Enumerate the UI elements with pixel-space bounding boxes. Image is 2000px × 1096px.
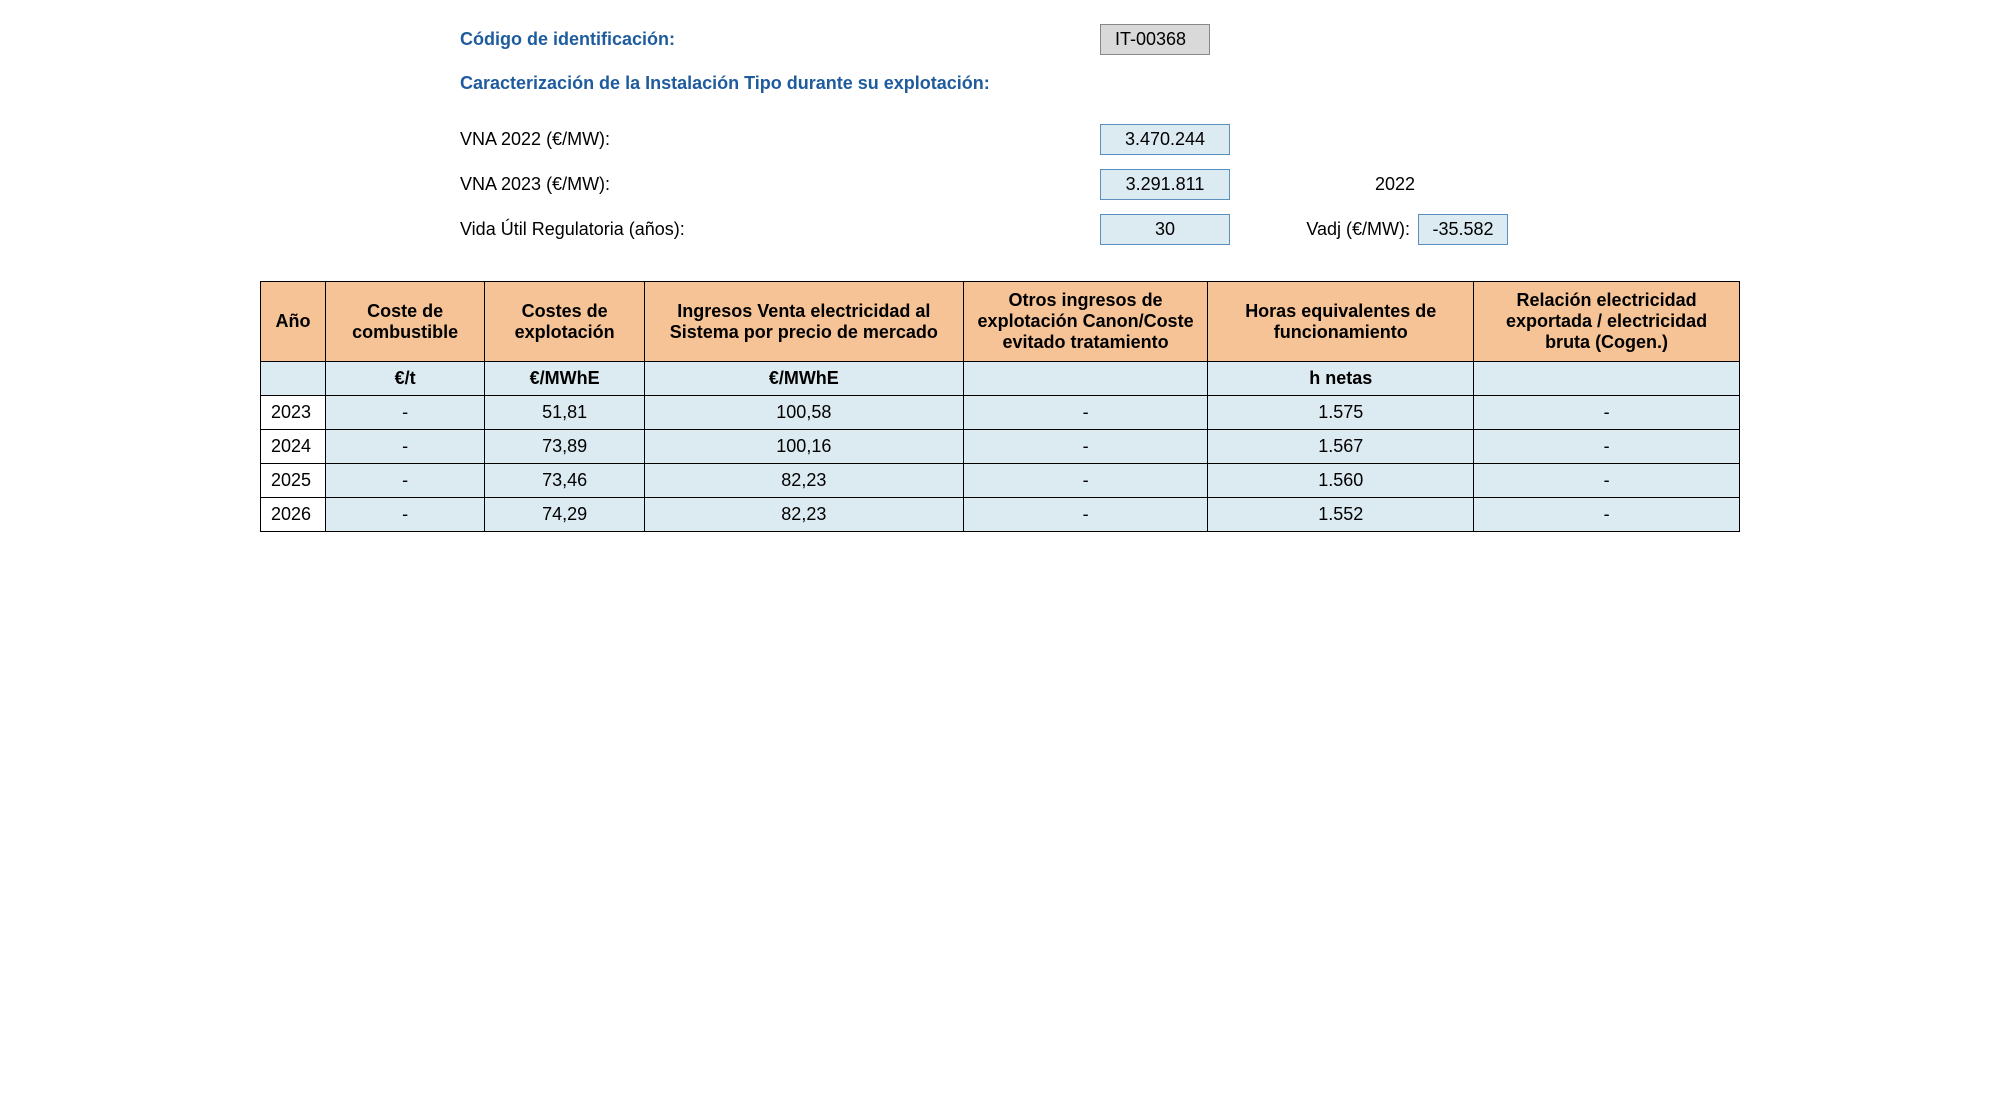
unit-ingr: €/MWhE xyxy=(644,362,963,396)
vadj-label: Vadj (€/MW): xyxy=(1290,219,1410,240)
table-head: Año Coste de combustible Costes de explo… xyxy=(261,282,1740,362)
page-wrap: Código de identificación: IT-00368 Carac… xyxy=(260,24,1740,532)
cell-expl: 51,81 xyxy=(485,396,644,430)
unit-comb: €/t xyxy=(325,362,484,396)
cell-horas: 1.575 xyxy=(1208,396,1474,430)
cell-otros: - xyxy=(963,498,1208,532)
col-header-comb: Coste de combustible xyxy=(325,282,484,362)
vadj-value: -35.582 xyxy=(1418,214,1508,245)
vida-label: Vida Útil Regulatoria (años): xyxy=(460,219,1100,240)
caract-title: Caracterización de la Instalación Tipo d… xyxy=(460,73,990,94)
cell-otros: - xyxy=(963,430,1208,464)
cell-rel: - xyxy=(1474,498,1740,532)
col-header-rel: Relación electricidad exportada / electr… xyxy=(1474,282,1740,362)
vna2023-label: VNA 2023 (€/MW): xyxy=(460,174,1100,195)
table-row: 2026 - 74,29 82,23 - 1.552 - xyxy=(261,498,1740,532)
col-header-ano: Año xyxy=(261,282,326,362)
cell-otros: - xyxy=(963,464,1208,498)
year-ref: 2022 xyxy=(1290,174,1500,195)
cell-expl: 73,46 xyxy=(485,464,644,498)
cell-rel: - xyxy=(1474,430,1740,464)
cell-comb: - xyxy=(325,464,484,498)
header-area: Código de identificación: IT-00368 Carac… xyxy=(260,24,1740,245)
cell-horas: 1.567 xyxy=(1208,430,1474,464)
year-ref-group: 2022 xyxy=(1290,174,1500,195)
cell-year: 2024 xyxy=(261,430,326,464)
header-row: Año Coste de combustible Costes de explo… xyxy=(261,282,1740,362)
cell-horas: 1.552 xyxy=(1208,498,1474,532)
col-header-ingr: Ingresos Venta electricidad al Sistema p… xyxy=(644,282,963,362)
cell-otros: - xyxy=(963,396,1208,430)
cell-rel: - xyxy=(1474,396,1740,430)
row-caract-title: Caracterización de la Instalación Tipo d… xyxy=(460,73,1740,94)
codigo-value-box: IT-00368 xyxy=(1100,24,1210,55)
cell-ingr: 82,23 xyxy=(644,498,963,532)
data-table: Año Coste de combustible Costes de explo… xyxy=(260,281,1740,532)
cell-comb: - xyxy=(325,396,484,430)
cell-comb: - xyxy=(325,430,484,464)
table-body: €/t €/MWhE €/MWhE h netas 2023 - 51,81 1… xyxy=(261,362,1740,532)
cell-rel: - xyxy=(1474,464,1740,498)
unit-rel xyxy=(1474,362,1740,396)
vna2023-value: 3.291.811 xyxy=(1100,169,1230,200)
vna2022-value: 3.470.244 xyxy=(1100,124,1230,155)
cell-ingr: 100,16 xyxy=(644,430,963,464)
table-row: 2024 - 73,89 100,16 - 1.567 - xyxy=(261,430,1740,464)
cell-year: 2026 xyxy=(261,498,326,532)
unit-horas: h netas xyxy=(1208,362,1474,396)
col-header-otros: Otros ingresos de explotación Canon/Cost… xyxy=(963,282,1208,362)
unit-expl: €/MWhE xyxy=(485,362,644,396)
vadj-group: Vadj (€/MW): -35.582 xyxy=(1290,214,1508,245)
cell-expl: 73,89 xyxy=(485,430,644,464)
codigo-label: Código de identificación: xyxy=(460,29,1100,50)
col-header-expl: Costes de explotación xyxy=(485,282,644,362)
cell-ingr: 100,58 xyxy=(644,396,963,430)
units-row: €/t €/MWhE €/MWhE h netas xyxy=(261,362,1740,396)
cell-expl: 74,29 xyxy=(485,498,644,532)
row-vida: Vida Útil Regulatoria (años): 30 Vadj (€… xyxy=(460,214,1740,245)
row-vna2023: VNA 2023 (€/MW): 3.291.811 2022 xyxy=(460,169,1740,200)
row-codigo: Código de identificación: IT-00368 xyxy=(460,24,1740,55)
table-row: 2025 - 73,46 82,23 - 1.560 - xyxy=(261,464,1740,498)
cell-year: 2025 xyxy=(261,464,326,498)
cell-year: 2023 xyxy=(261,396,326,430)
unit-otros xyxy=(963,362,1208,396)
vida-value: 30 xyxy=(1100,214,1230,245)
col-header-horas: Horas equivalentes de funcionamiento xyxy=(1208,282,1474,362)
row-vna2022: VNA 2022 (€/MW): 3.470.244 xyxy=(460,124,1740,155)
cell-comb: - xyxy=(325,498,484,532)
unit-ano xyxy=(261,362,326,396)
cell-horas: 1.560 xyxy=(1208,464,1474,498)
table-row: 2023 - 51,81 100,58 - 1.575 - xyxy=(261,396,1740,430)
vna2022-label: VNA 2022 (€/MW): xyxy=(460,129,1100,150)
cell-ingr: 82,23 xyxy=(644,464,963,498)
